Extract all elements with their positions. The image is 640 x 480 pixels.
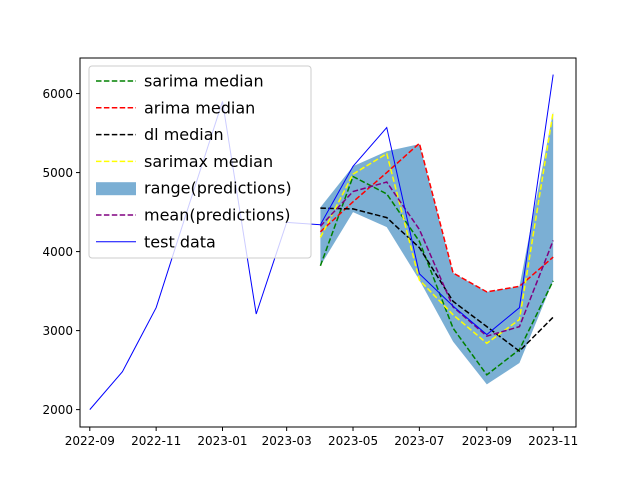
legend-label-sarima-median: sarima median	[144, 72, 264, 91]
series-line-mean-predictions	[319, 181, 554, 337]
x-tick-label: 2023-07	[394, 434, 444, 448]
series-line-arima-median	[319, 141, 554, 293]
x-tick-label: 2023-09	[462, 434, 512, 448]
y-tick-label: 6000	[42, 87, 73, 101]
series-line-test-data	[89, 74, 554, 410]
x-tick-label: 2023-01	[197, 434, 247, 448]
legend-handle-range-predictions	[96, 182, 136, 196]
series-line-sarimax-median	[319, 111, 554, 345]
legend-label-sarimax-median: sarimax median	[144, 152, 273, 171]
axes-frame	[79, 57, 577, 428]
range-predictions-band	[320, 111, 554, 385]
y-tick-label: 2000	[42, 403, 73, 417]
plot-area	[89, 74, 554, 410]
x-tick-label: 2023-03	[262, 434, 312, 448]
x-tick-label: 2023-05	[328, 434, 378, 448]
y-tick-label: 5000	[42, 166, 73, 180]
x-tick-label: 2022-11	[131, 434, 181, 448]
x-tick-label: 2023-11	[528, 434, 578, 448]
series-line-dl-median	[320, 207, 554, 353]
series-line-sarima-median	[319, 175, 554, 376]
y-tick-label: 3000	[42, 324, 73, 338]
legend-label-mean-predictions: mean(predictions)	[144, 206, 290, 225]
legend-box	[88, 65, 312, 259]
axes: 2022-09 2022-11 2023-01 2023-03 2023-05 2023-…	[42, 57, 578, 448]
legend: sarima median arima median dl median sarima…	[88, 65, 312, 259]
x-tick-label: 2022-09	[65, 434, 115, 448]
legend-label-range-predictions: range(predictions)	[144, 179, 292, 198]
legend-label-test-data: test data	[144, 232, 216, 251]
legend-label-arima-median: arima median	[144, 98, 255, 117]
legend-label-dl-median: dl median	[144, 125, 224, 144]
y-tick-label: 4000	[42, 245, 73, 259]
